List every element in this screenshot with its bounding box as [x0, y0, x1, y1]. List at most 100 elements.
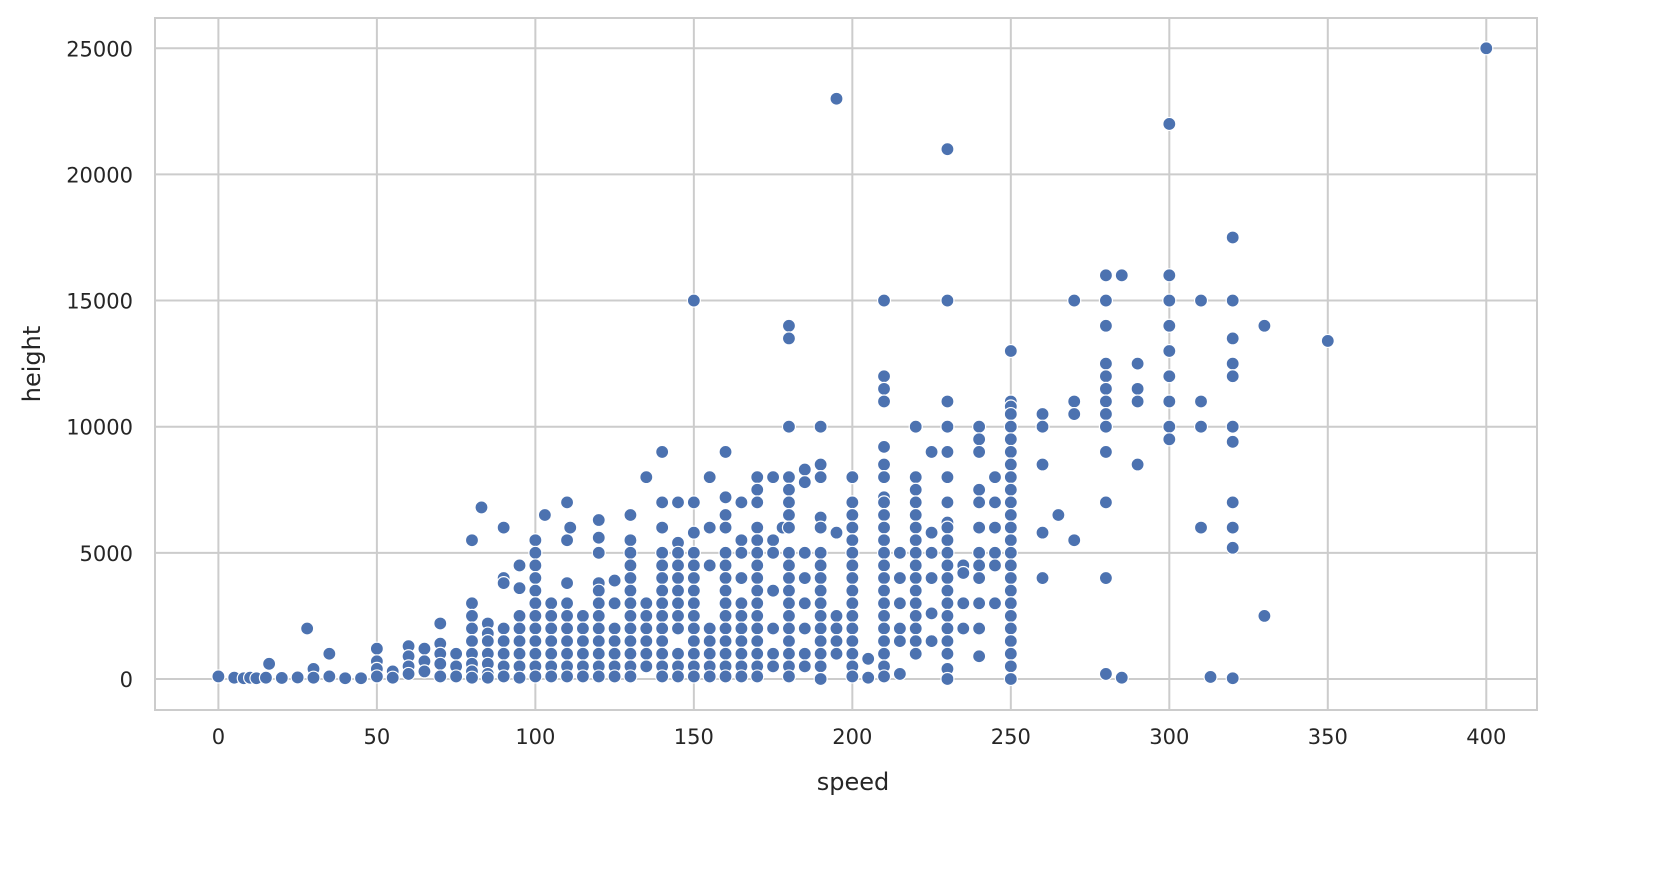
data-point	[876, 394, 892, 409]
data-point	[559, 533, 575, 548]
data-point	[623, 533, 638, 548]
data-point	[670, 669, 686, 684]
data-point	[575, 608, 591, 624]
data-point	[876, 621, 892, 636]
data-point	[1067, 406, 1082, 422]
data-point	[734, 545, 749, 560]
data-point	[496, 669, 511, 684]
data-point	[433, 616, 448, 631]
data-point	[765, 646, 781, 661]
data-point	[924, 570, 939, 586]
x-tick-label: 200	[832, 725, 872, 749]
data-point	[686, 596, 701, 611]
data-point	[702, 634, 717, 649]
data-point	[876, 583, 892, 598]
data-point	[1225, 419, 1240, 434]
data-point	[813, 470, 828, 485]
data-point	[655, 545, 670, 560]
data-point	[750, 570, 765, 586]
data-point	[813, 659, 828, 674]
data-point	[987, 495, 1003, 510]
data-point	[940, 520, 955, 535]
data-point	[512, 581, 527, 596]
data-point	[813, 596, 828, 611]
data-point	[464, 608, 480, 624]
data-point	[940, 646, 955, 661]
data-point	[623, 621, 638, 636]
y-tick-label: 15000	[66, 290, 133, 314]
data-point	[718, 444, 733, 460]
data-point	[1003, 457, 1018, 472]
data-point	[908, 507, 923, 523]
data-point	[686, 608, 701, 624]
data-point	[908, 482, 923, 497]
data-point	[940, 394, 955, 409]
data-point	[655, 583, 670, 598]
data-point	[1003, 621, 1018, 636]
data-point	[623, 634, 638, 649]
data-point	[718, 646, 733, 661]
data-point	[575, 669, 591, 684]
data-point	[1003, 520, 1018, 535]
data-point	[1162, 293, 1177, 308]
data-point	[1003, 444, 1018, 460]
data-point	[876, 669, 892, 684]
data-point	[734, 634, 749, 649]
data-point	[528, 596, 543, 611]
data-point	[1162, 369, 1177, 384]
data-point	[972, 649, 987, 664]
data-point	[1051, 507, 1066, 523]
data-point	[781, 318, 797, 333]
data-point	[433, 669, 448, 684]
data-point	[892, 666, 907, 682]
data-point	[1003, 659, 1018, 674]
data-point	[1003, 583, 1018, 598]
data-point	[670, 495, 686, 510]
data-point	[940, 533, 955, 548]
data-point	[813, 419, 828, 434]
data-point	[876, 545, 892, 560]
data-point	[1193, 520, 1209, 535]
data-point	[1193, 419, 1209, 434]
data-point	[718, 520, 733, 535]
data-point	[1257, 318, 1272, 333]
data-point	[686, 293, 701, 308]
data-point	[845, 470, 860, 485]
data-point	[1003, 507, 1018, 523]
data-point	[338, 671, 353, 686]
data-point	[1162, 318, 1177, 333]
data-point	[908, 558, 923, 573]
data-point	[845, 621, 860, 636]
data-point	[1257, 608, 1272, 624]
data-point	[829, 646, 844, 661]
data-point	[972, 558, 987, 573]
data-point	[734, 608, 749, 624]
data-point	[972, 621, 987, 636]
data-point	[1114, 670, 1129, 685]
data-point	[972, 570, 987, 586]
data-point	[987, 520, 1003, 535]
data-point	[464, 621, 480, 636]
data-point	[670, 608, 686, 624]
data-point	[591, 669, 606, 684]
data-point	[797, 646, 812, 661]
data-point	[956, 565, 971, 581]
x-axis-label: speed	[817, 768, 890, 796]
data-point	[876, 293, 892, 308]
data-point	[908, 634, 923, 649]
data-point	[845, 520, 860, 535]
data-points	[211, 41, 1494, 687]
data-point	[670, 570, 686, 586]
data-point	[829, 634, 844, 649]
data-point	[781, 331, 797, 346]
data-point	[750, 545, 765, 560]
data-point	[544, 621, 559, 636]
data-point	[765, 583, 781, 598]
data-point	[591, 621, 606, 636]
data-point	[987, 596, 1003, 611]
data-point	[940, 671, 955, 687]
data-point	[845, 646, 860, 661]
data-point	[750, 621, 765, 636]
data-point	[876, 381, 892, 396]
data-point	[1003, 406, 1018, 422]
